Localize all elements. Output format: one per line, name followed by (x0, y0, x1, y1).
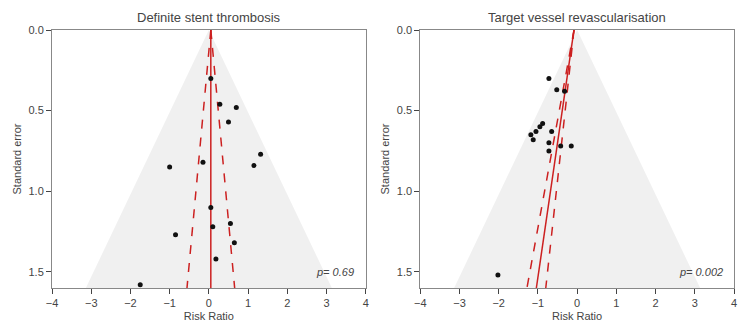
svg-text:Risk Ratio: Risk Ratio (184, 310, 234, 322)
svg-text:−4: −4 (414, 297, 427, 309)
svg-text:0.5: 0.5 (397, 104, 412, 116)
svg-text:Risk Ratio: Risk Ratio (552, 310, 602, 322)
svg-text:4: 4 (731, 297, 737, 309)
svg-text:3: 3 (323, 297, 329, 309)
svg-text:1: 1 (613, 297, 619, 309)
svg-text:2: 2 (653, 297, 659, 309)
svg-text:Target vessel revascularisatio: Target vessel revascularisation (488, 10, 666, 25)
svg-text:−1: −1 (532, 297, 545, 309)
svg-text:−4: −4 (46, 297, 59, 309)
svg-text:−1: −1 (163, 297, 176, 309)
svg-text:Definite stent thrombosis: Definite stent thrombosis (137, 10, 281, 25)
svg-text:0.5: 0.5 (29, 104, 44, 116)
svg-text:1: 1 (245, 297, 251, 309)
svg-text:1.0: 1.0 (29, 185, 44, 197)
svg-text:−2: −2 (124, 297, 137, 309)
svg-text:3: 3 (692, 297, 698, 309)
svg-text:Standard error: Standard error (379, 123, 391, 194)
svg-text:−3: −3 (85, 297, 98, 309)
svg-text:0.0: 0.0 (397, 24, 412, 36)
svg-text:0.0: 0.0 (29, 24, 44, 36)
svg-text:2: 2 (284, 297, 290, 309)
svg-text:1.5: 1.5 (397, 266, 412, 278)
svg-text:1.0: 1.0 (397, 185, 412, 197)
svg-text:0: 0 (574, 297, 580, 309)
svg-text:Standard error: Standard error (11, 123, 23, 194)
svg-text:−2: −2 (492, 297, 505, 309)
svg-text:4: 4 (363, 297, 369, 309)
svg-text:1.5: 1.5 (29, 266, 44, 278)
svg-text:−3: −3 (453, 297, 466, 309)
svg-text:p= 0.002: p= 0.002 (679, 266, 723, 278)
svg-text:0: 0 (206, 297, 212, 309)
svg-text:p= 0.69: p= 0.69 (316, 266, 354, 278)
